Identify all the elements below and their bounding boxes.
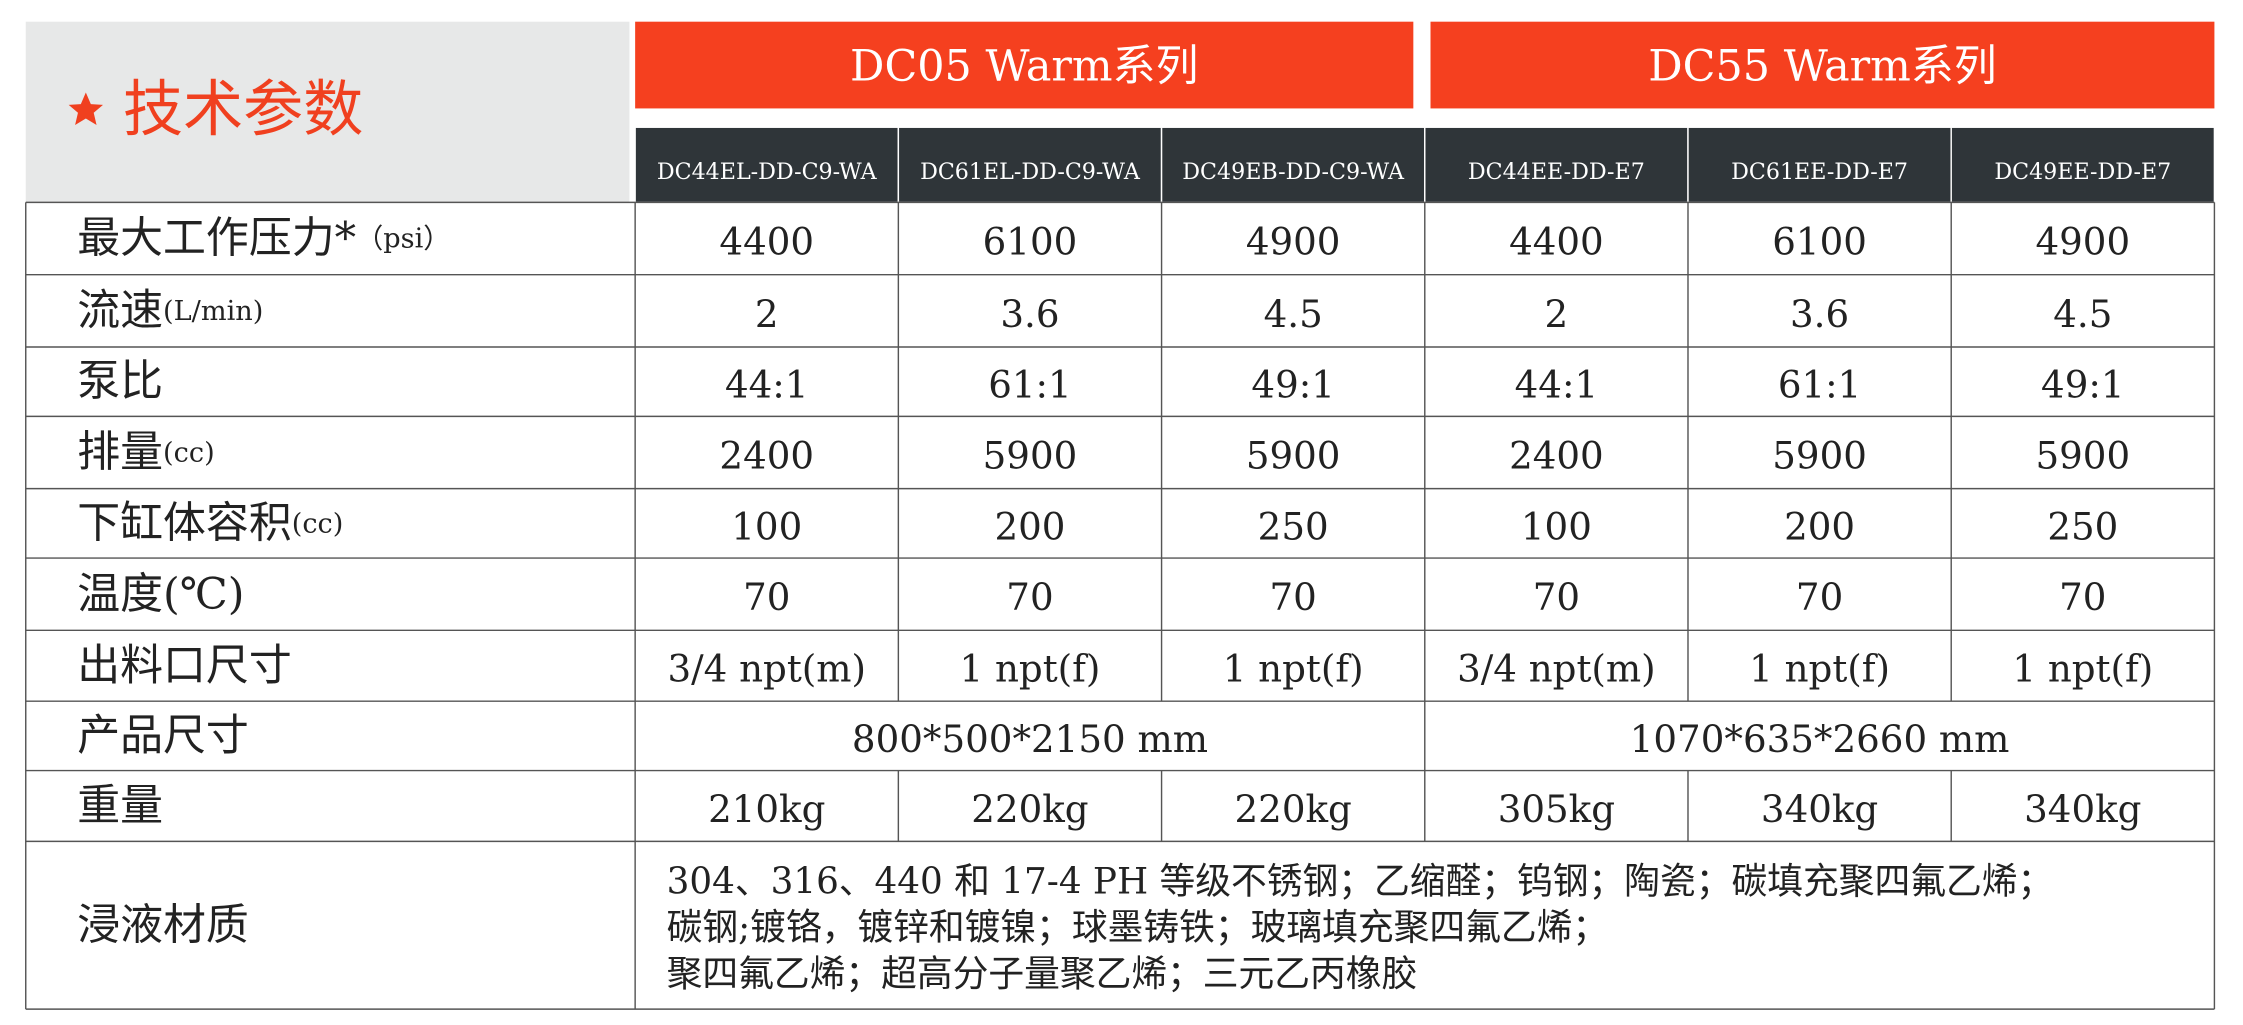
cell-value: 70 [1270,575,1317,619]
cell-value: 44:1 [725,362,808,406]
cell-value: 70 [743,575,790,619]
row-label: 温度(℃) [77,569,244,619]
cell-value: 800*500*2150 mm [852,717,1208,761]
row-unit: (L/min) [163,295,263,326]
cell-value: 49:1 [1251,362,1334,406]
cell-value: 340kg [1761,787,1878,831]
row-label: 浸液材质 [77,900,249,950]
row-unit: (cc) [163,437,215,468]
model-cell [897,126,1163,204]
cell-value: 61:1 [1778,362,1861,406]
row-label-text: 下缸体容积 [77,498,291,548]
cell-value: 44:1 [1515,362,1598,406]
material-line: 304、316、440 和 17-4 PH 等级不锈钢；乙缩醛；钨钢；陶瓷；碳填… [667,861,2054,902]
cell-value: 3.6 [1000,292,1059,336]
model-name: DC61EL-DD-C9-WA [920,159,1141,185]
title-panel [25,21,630,203]
model-name: DC49EB-DD-C9-WA [1182,159,1405,185]
row-label-text: 出料口尺寸 [77,641,291,691]
cell-value: 49:1 [2041,362,2124,406]
row-label: 排量(cc) [77,427,214,477]
row-label-text: 排量 [77,427,163,477]
model-name: DC49EE-DD-E7 [1994,159,2171,185]
row-label: 流速(L/min) [77,286,263,336]
cell-value: 3.6 [1790,292,1849,336]
series-bar [1430,21,2215,109]
row-unit: (cc) [292,508,344,539]
cell-value: 2 [1545,292,1569,336]
row-label: 重量 [77,781,163,831]
row-label-text: 泵比 [77,357,163,407]
cell-value: 4900 [1246,219,1341,263]
model-cell [1687,126,1952,204]
series-title: DC55 Warm系列 [1648,41,1996,91]
cell-value: 6100 [1772,219,1867,263]
material-line: 碳钢;镀铬，镀锌和镀镍；球墨铸铁；玻璃填充聚四氟乙烯； [667,908,1608,949]
cell-value: 70 [1006,575,1053,619]
cell-value: 70 [1533,575,1580,619]
cell-value: 5900 [1246,433,1341,477]
cell-value: 1 npt(f) [1749,647,1890,691]
cell-value: 200 [1784,504,1855,548]
row-label: 产品尺寸 [77,711,249,761]
model-name: DC44EE-DD-E7 [1468,159,1645,185]
cell-value: 305kg [1498,787,1615,831]
cell-value: 61:1 [988,362,1071,406]
star-icon [68,92,103,126]
model-name: DC61EE-DD-E7 [1731,159,1908,185]
cell-value: 2 [755,292,779,336]
row-label-text: 最大工作压力* [77,213,356,263]
row-unit: （psi） [356,223,450,254]
row-label: 下缸体容积(cc) [77,498,343,548]
cell-value: 1070*635*2660 mm [1630,717,2010,761]
series-bar [635,21,1414,109]
cell-value: 4900 [2035,219,2130,263]
cell-value: 220kg [1235,787,1352,831]
model-name: DC44EL-DD-C9-WA [657,159,878,185]
row-label-text: 流速 [77,286,163,336]
cell-value: 4400 [1509,219,1604,263]
cell-value: 200 [994,504,1065,548]
row-label-text: 温度(℃) [77,569,244,619]
row-label-text: 重量 [77,781,163,831]
cell-value: 3/4 npt(m) [667,647,866,691]
cell-value: 100 [1521,504,1592,548]
cell-value: 100 [731,504,802,548]
cell-value: 1 npt(f) [2012,647,2153,691]
model-cell [1950,126,2216,204]
cell-value: 1 npt(f) [959,647,1100,691]
cell-value: 4.5 [1264,292,1323,336]
cell-value: 6100 [983,219,1078,263]
cell-value: 340kg [2024,787,2141,831]
cell-value: 2400 [1509,433,1604,477]
cell-value: 3/4 npt(m) [1457,647,1656,691]
series-title: DC05 Warm系列 [850,41,1198,91]
cell-value: 5900 [983,433,1078,477]
material-line: 聚四氟乙烯；超高分子量聚乙烯；三元乙丙橡胶 [667,954,1418,995]
cell-value: 4400 [719,219,814,263]
cell-value: 2400 [719,433,814,477]
cell-value: 5900 [2035,433,2130,477]
cell-value: 250 [1258,504,1329,548]
cell-value: 5900 [1772,433,1867,477]
row-label: 泵比 [77,357,163,407]
model-cell [1424,126,1689,204]
cell-value: 210kg [708,787,825,831]
cell-value: 250 [2047,504,2118,548]
cell-value: 70 [2059,575,2106,619]
row-label-text: 产品尺寸 [77,711,249,761]
cell-value: 4.5 [2053,292,2112,336]
row-label: 最大工作压力*（psi） [77,213,450,263]
cell-value: 1 npt(f) [1223,647,1364,691]
row-label-text: 浸液材质 [77,900,249,950]
row-label: 出料口尺寸 [77,641,291,691]
cell-value: 70 [1796,575,1843,619]
cell-value: 220kg [971,787,1088,831]
section-title: 技术参数 [123,75,363,145]
